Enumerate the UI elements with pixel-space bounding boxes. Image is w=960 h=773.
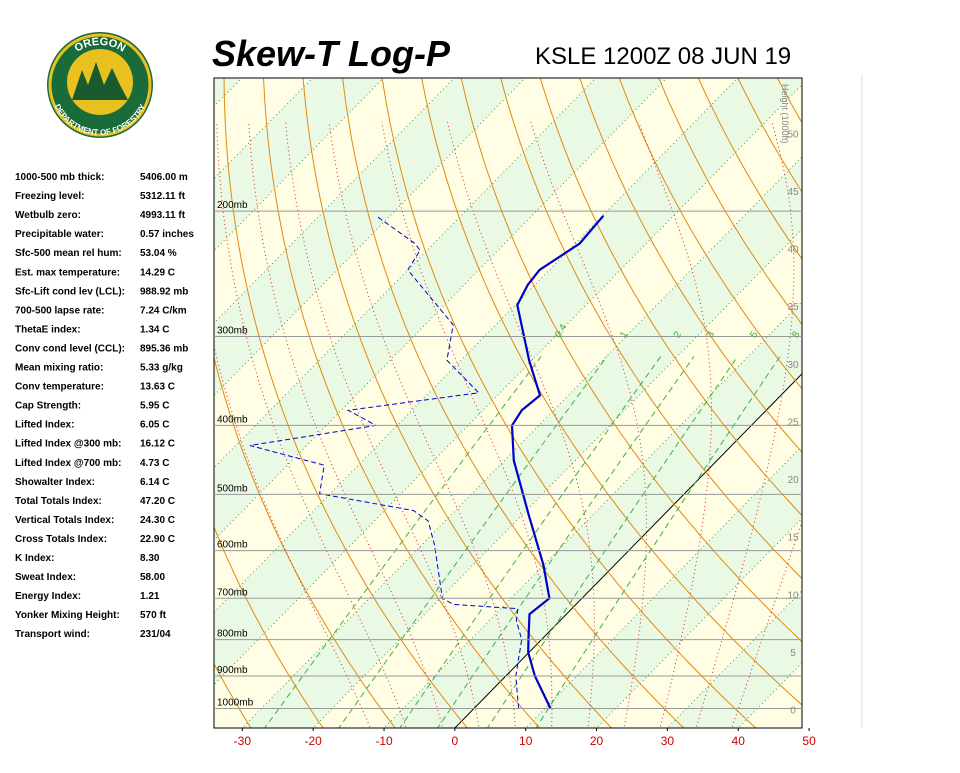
height-tick-label: 20 [787,475,799,486]
isotherm-band [799,0,960,738]
x-tick-label: 10 [519,734,533,748]
isotherm [870,0,960,738]
index-value: 0.57 inches [140,229,194,240]
index-label: Precipitable water: [15,229,104,240]
index-label: ThetaE index: [15,324,81,335]
y-tick-label: 300mb [217,325,248,336]
dry-adiabat [813,0,960,738]
index-label: Yonker Mixing Height: [15,610,120,621]
indices: 1000-500 mb thick: 5406.00 m Freezing leve… [15,172,194,640]
index-value: 24.30 C [140,515,175,526]
isotherm [799,0,960,738]
y-tick-label: 200mb [217,200,248,211]
index-value: 6.05 C [140,420,169,431]
x-tick-label: -10 [375,734,393,748]
y-tick-label: 600mb [217,540,248,551]
dry-adiabat [886,0,960,738]
index-value: 8.30 [140,553,160,564]
index-label: K Index: [15,553,54,564]
chart-title: Skew-T Log-P [212,33,451,74]
index-label: Conv temperature: [15,382,104,393]
logo: OREGON DEPARTMENT OF FORESTRY [47,32,153,138]
index-label: Cap Strength: [15,401,81,412]
index-value: 16.12 C [140,439,175,450]
height-axis-label: Height (1000ft) [780,84,790,144]
index-label: Lifted Index: [15,420,74,431]
y-tick-label: 400mb [217,414,248,425]
index-label: Showalter Index: [15,477,95,488]
index-label: Sfc-Lift cond lev (LCL): [15,286,125,297]
index-label: Total Totals Index: [15,496,102,507]
x-tick-label: -30 [234,734,252,748]
y-tick-label: 1000mb [217,698,254,709]
index-value: 4.73 C [140,458,169,469]
index-label: Conv cond level (CCL): [15,343,125,354]
index-value: 47.20 C [140,496,175,507]
y-tick-label: 700mb [217,587,248,598]
index-value: 13.63 C [140,382,175,393]
index-label: Sfc-500 mean rel hum: [15,248,122,259]
height-tick-label: 40 [787,245,799,256]
index-label: 1000-500 mb thick: [15,172,105,183]
dry-adiabat [776,0,960,738]
height-tick-label: 15 [787,533,799,544]
height-tick-label: 35 [787,302,799,313]
x-tick-label: 0 [452,734,459,748]
index-value: 4993.11 ft [140,210,186,221]
x-tick-label: 20 [590,734,604,748]
index-label: Mean mixing ratio: [15,363,103,374]
y-tick-label: 900mb [217,665,248,676]
index-value: 231/04 [140,629,171,640]
station-title: KSLE 1200Z 08 JUN 19 [535,43,791,70]
x-tick-label: 40 [732,734,746,748]
height-tick-label: 45 [787,187,799,198]
index-value: 5406.00 m [140,172,188,183]
dry-adiabat [923,0,960,738]
index-value: 5.95 C [140,401,169,412]
index-value: 22.90 C [140,534,175,545]
index-label: Transport wind: [15,629,90,640]
index-value: 6.14 C [140,477,169,488]
index-label: Vertical Totals Index: [15,515,114,526]
index-label: Cross Totals Index: [15,534,107,545]
index-value: 7.24 C/km [140,305,187,316]
height-tick-label: 25 [787,417,799,428]
y-tick-label: 500mb [217,483,248,494]
x-tick-label: 30 [661,734,675,748]
index-value: 14.29 C [140,267,175,278]
y-tick-label: 800mb [217,629,248,640]
index-value: 570 ft [140,610,167,621]
index-value: 988.92 mb [140,286,188,297]
dry-adiabat [850,0,960,738]
index-label: Freezing level: [15,191,84,202]
index-value: 5.33 g/kg [140,363,183,374]
index-value: 58.00 [140,572,165,583]
index-label: 700-500 lapse rate: [15,305,105,316]
x-tick-label: -20 [305,734,323,748]
index-label: Energy Index: [15,591,81,602]
x-tick-label: 50 [802,734,816,748]
index-label: Wetbulb zero: [15,210,81,221]
index-label: Lifted Index @300 mb: [15,439,121,450]
index-value: 53.04 % [140,248,177,259]
height-tick-label: 30 [787,360,799,371]
index-label: Est. max temperature: [15,267,120,278]
index-value: 895.36 mb [140,343,188,354]
height-tick-label: 5 [790,648,796,659]
index-value: 1.21 [140,591,160,602]
height-tick-label: 10 [787,590,799,601]
index-label: Sweat Index: [15,572,76,583]
index-label: Lifted Index @700 mb: [15,458,121,469]
index-value: 5312.11 ft [140,191,186,202]
height-tick-label: 0 [790,706,796,717]
index-value: 1.34 C [140,324,169,335]
